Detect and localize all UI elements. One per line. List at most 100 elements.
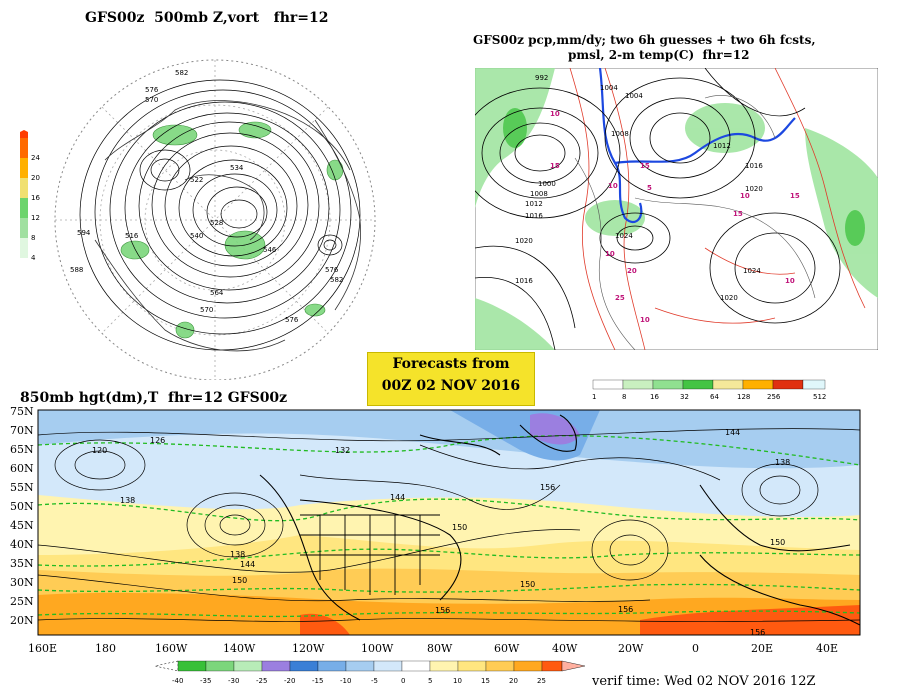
colorbar-tick: -40	[172, 677, 183, 685]
panel-pcp-title-line2: pmsl, 2-m temp(C) fhr=12	[568, 48, 750, 62]
contour-label: 588	[70, 266, 83, 274]
colorbar-tick: 0	[401, 677, 405, 685]
height-label: 156	[435, 606, 450, 615]
lon-label: 80W	[427, 642, 453, 655]
panel-500mb-title: GFS00z 500mb Z,vort fhr=12	[85, 10, 329, 26]
lon-label: 20W	[618, 642, 644, 655]
height-label: 156	[750, 628, 765, 637]
height-label: 150	[452, 523, 467, 532]
contour-label: 576	[325, 266, 339, 274]
lat-label: 55N	[10, 481, 34, 494]
contour-label: 528	[210, 219, 223, 227]
height-label: 150	[232, 576, 247, 585]
colorbar-tick: 1	[592, 393, 596, 401]
colorbar-tick: 10	[453, 677, 462, 685]
colorbar-tick: 15	[481, 677, 490, 685]
lon-label: 120W	[292, 642, 325, 655]
pcp-mslp-map: 992 1004 1000 1008 1012 1016 1020 1024 1…	[475, 68, 878, 350]
colorbar-tick: 128	[737, 393, 750, 401]
colorbar-tick: 32	[680, 393, 689, 401]
contour-label: 570	[145, 96, 158, 104]
colorbar-tick: -20	[284, 677, 295, 685]
contour-label: 516	[125, 232, 139, 240]
height-label: 156	[540, 483, 555, 492]
contour-label: 564	[210, 289, 224, 297]
contour-label: 582	[330, 276, 343, 284]
isobar-label: 992	[535, 74, 548, 82]
temp-label: 10	[640, 316, 650, 324]
lon-label: 100W	[361, 642, 394, 655]
lon-label: 160W	[155, 642, 188, 655]
lat-label: 50N	[10, 500, 34, 513]
colorbar-tick: -15	[312, 677, 323, 685]
colorbar-tick: 8	[622, 393, 626, 401]
lat-label: 75N	[10, 405, 34, 418]
height-label: 144	[725, 428, 740, 437]
isobar-label: 1000	[538, 180, 556, 188]
colorbar-tick: 512	[813, 393, 826, 401]
vorticity-colorbar: 24 20 16 12 8 4	[20, 130, 40, 262]
contour-label: 546	[263, 246, 277, 254]
isobar-label: 1024	[615, 232, 633, 240]
lat-label: 45N	[10, 519, 34, 532]
isobar-label: 1004	[625, 92, 643, 100]
colorbar-tick: 12	[31, 214, 40, 222]
contour-label: 576	[285, 316, 299, 324]
height-label: 138	[120, 496, 135, 505]
colorbar-tick: 20	[509, 677, 518, 685]
lat-label: 70N	[10, 424, 34, 437]
lon-label: 140W	[223, 642, 256, 655]
height-label: 126	[150, 436, 165, 445]
isobar-label: 1012	[713, 142, 731, 150]
contour-label: 522	[190, 176, 203, 184]
lat-label: 65N	[10, 443, 34, 456]
colorbar-tick: -30	[228, 677, 239, 685]
isobar-label: 1012	[525, 200, 543, 208]
contour-label: 570	[200, 306, 213, 314]
temp-label: 10	[740, 192, 750, 200]
colorbar-tick: 64	[710, 393, 719, 401]
height-label: 156	[618, 605, 633, 614]
temp-label: 10	[785, 277, 795, 285]
verif-time: verif time: Wed 02 NOV 2016 12Z	[592, 674, 816, 689]
height-label: 150	[520, 580, 535, 589]
lat-label: 30N	[10, 576, 34, 589]
isobar-label: 1016	[515, 277, 533, 285]
colorbar-tick: -5	[371, 677, 378, 685]
colorbar-tick: 25	[537, 677, 546, 685]
lon-label: 40E	[816, 642, 838, 655]
contour-label: 534	[230, 164, 244, 172]
temp-label: 25	[615, 294, 625, 302]
isobar-label: 1020	[515, 237, 533, 245]
height-label: 132	[335, 446, 350, 455]
contour-label: 582	[175, 69, 188, 77]
temp-label: 5	[647, 184, 652, 192]
colorbar-tick: -35	[200, 677, 211, 685]
forecast-init-line2: 00Z 02 NOV 2016	[381, 378, 521, 394]
forecast-init-box: Forecasts from 00Z 02 NOV 2016	[367, 352, 535, 406]
panel-pcp-title-line1: GFS00z pcp,mm/dy; two 6h guesses + two 6…	[473, 33, 816, 47]
height-label: 144	[390, 493, 405, 502]
colorbar-tick: -25	[256, 677, 267, 685]
height-label: 138	[775, 458, 790, 467]
height-label: 138	[230, 550, 245, 559]
colorbar-tick: 16	[31, 194, 40, 202]
height-label: 120	[92, 446, 107, 455]
isobar-label: 1016	[525, 212, 543, 220]
lon-label: 20E	[751, 642, 773, 655]
height-label: 150	[770, 538, 785, 547]
map-850mb: 120 126 132 138 144 150 156 138 144 150 …	[10, 405, 861, 655]
temp-label: 10	[550, 110, 560, 118]
colorbar-tick: 256	[767, 393, 781, 401]
temperature-colorbar: -40 -35 -30 -25 -20 -15 -10 -5 0 5 10 15…	[154, 660, 586, 685]
temp-label: 15	[550, 162, 560, 170]
lon-label: 160E	[28, 642, 57, 655]
lat-label: 20N	[10, 614, 34, 627]
colorbar-tick: 16	[650, 393, 659, 401]
contour-label: 540	[190, 232, 203, 240]
colorbar-tick: 24	[31, 154, 40, 162]
lon-label: 60W	[494, 642, 520, 655]
polar-500mb-map: 582 576 570 522 534 540 516 528 594 588 …	[54, 59, 376, 380]
lon-label: 40W	[552, 642, 578, 655]
temp-label: 10	[608, 182, 618, 190]
